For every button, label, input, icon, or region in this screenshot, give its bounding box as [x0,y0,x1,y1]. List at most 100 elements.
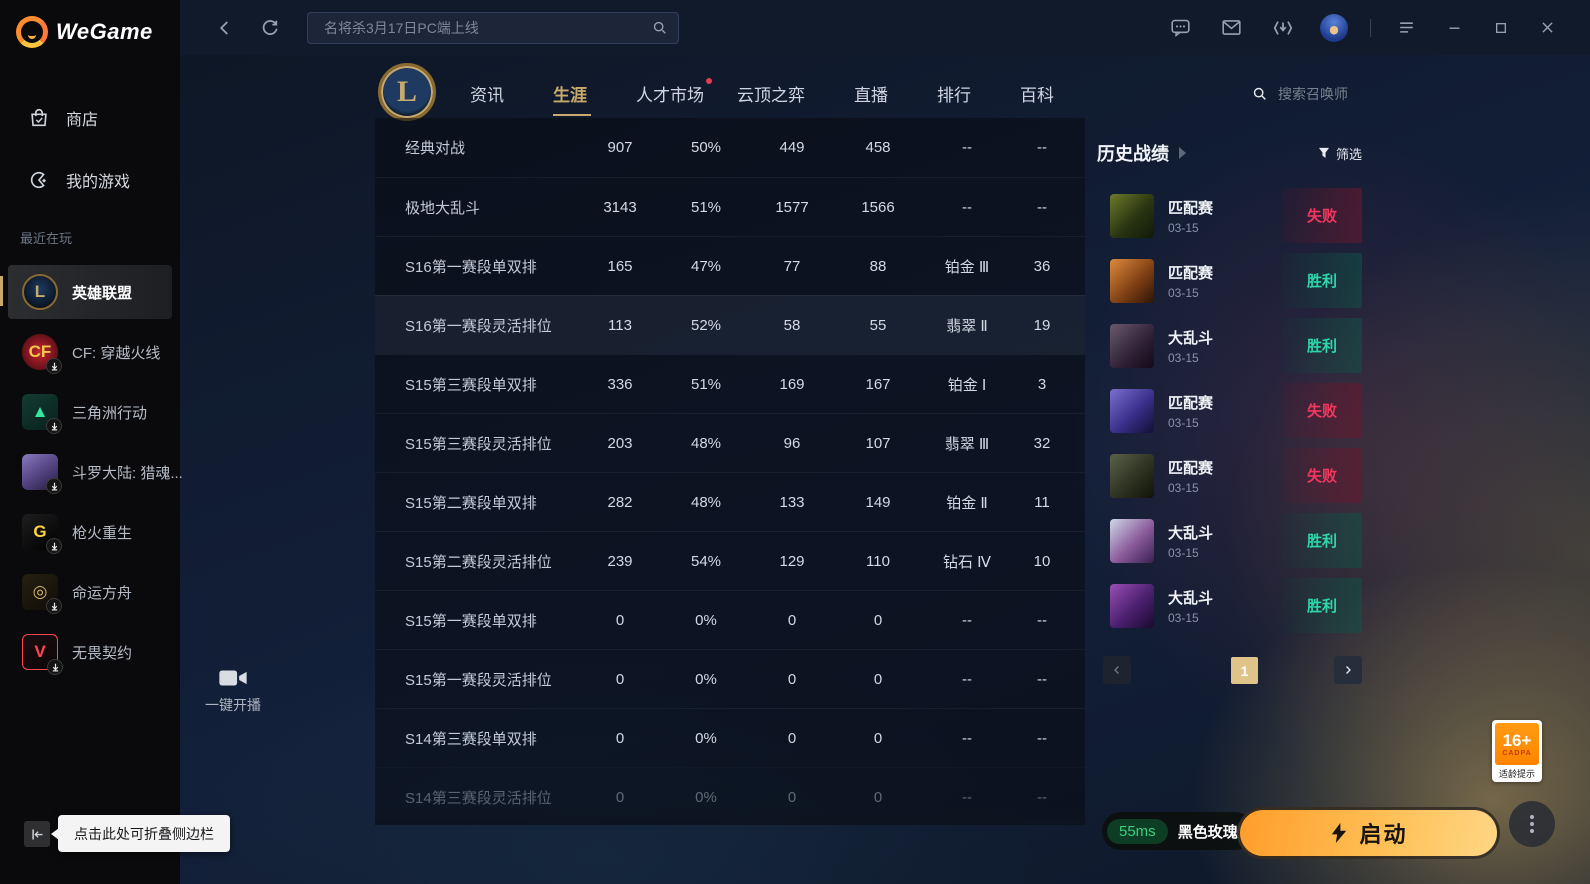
match-row[interactable]: 匹配赛 03-15 失败 [1097,443,1362,508]
nav-tab[interactable]: 百科 [1020,81,1070,110]
match-row[interactable]: 匹配赛 03-15 失败 [1097,378,1362,443]
wins: 133 [779,493,805,511]
game-icon: ▲ [22,394,62,434]
lol-logo-icon[interactable]: L [378,63,436,121]
sidebar-game-item[interactable]: V 无畏契约 [0,622,180,682]
stats-row[interactable]: S16第一赛段单双排 165 47% 77 88 铂金 Ⅲ 36 [375,236,1085,295]
match-info: 匹配赛 03-15 [1168,197,1213,235]
mail-icon [1222,20,1241,35]
rank-tier: 铂金 Ⅱ [946,494,988,512]
launch-game-button[interactable]: 启动 [1237,807,1500,859]
global-search-box[interactable] [307,11,679,44]
broadcast-button[interactable]: 一键开播 [192,667,274,715]
win-rate: 52% [690,316,722,334]
wins: 169 [779,375,805,393]
stats-row[interactable]: 极地大乱斗 3143 51% 1577 1566 -- -- [375,177,1085,236]
summoner-search[interactable] [1252,85,1386,103]
stats-row[interactable]: S14第三赛段单双排 0 0% 0 0 -- -- [375,708,1085,767]
age-rating-badge[interactable]: 16+ CADPA 适龄提示 [1492,720,1542,782]
wins: 77 [783,257,801,275]
summoner-search-input[interactable] [1276,85,1386,103]
wegame-logo[interactable]: WeGame [16,16,153,48]
filter-funnel-icon [1318,147,1330,158]
refresh-icon [262,20,278,35]
wegame-brand-text: WeGame [56,19,153,44]
sidebar-game-item[interactable]: CF CF: 穿越火线 [0,322,180,382]
sidebar-game-item[interactable]: 斗罗大陆: 猎魂... [0,442,183,502]
queue-name: S15第一赛段灵活排位 [405,671,552,689]
age-rating-label: 适龄提示 [1498,769,1535,779]
global-search-input[interactable] [322,18,652,37]
age-rating-value: 16+ [1502,730,1532,750]
prev-page-button[interactable] [1103,656,1131,684]
main-menu-button[interactable] [1393,14,1420,41]
stats-row[interactable]: S15第二赛段单双排 282 48% 133 149 铂金 Ⅱ 11 [375,472,1085,531]
nav-tab[interactable]: 云顶之弈 [737,81,821,110]
lightning-bolt-icon [1332,823,1347,843]
queue-name: S15第一赛段单双排 [405,612,537,630]
match-date: 03-15 [1168,480,1199,495]
match-row[interactable]: 大乱斗 03-15 胜利 [1097,313,1362,378]
filter-button[interactable]: 筛选 [1318,144,1362,163]
wegame-logo-icon [16,16,48,48]
stats-row[interactable]: S14第三赛段灵活排位 0 0% 0 0 -- -- [375,767,1085,826]
league-points: 10 [1033,552,1051,570]
page-number[interactable]: 1 [1231,657,1258,684]
store-label: 商店 [66,112,99,129]
chevron-right-icon[interactable] [1179,147,1186,159]
game-name: CF: 穿越火线 [72,344,161,362]
match-result-badge: 胜利 [1282,318,1362,373]
minimize-button[interactable] [1442,15,1467,40]
stats-row[interactable]: S15第三赛段单双排 336 51% 169 167 铂金 Ⅰ 3 [375,354,1085,413]
sidebar-item-my-games[interactable]: 我的游戏 [0,158,180,202]
nav-tab[interactable]: 资讯 [470,81,520,110]
server-selector[interactable]: 55ms 黑色玫瑰 [1102,812,1254,850]
sidebar-game-item[interactable]: L 英雄联盟 [0,262,180,322]
match-row[interactable]: 匹配赛 03-15 胜利 [1097,248,1362,313]
dot [1530,815,1534,819]
stats-row[interactable]: S15第一赛段单双排 0 0% 0 0 -- -- [375,590,1085,649]
nav-tab-label: 排行 [937,86,971,105]
user-avatar[interactable] [1320,13,1348,42]
nav-tab[interactable]: 人才市场 [636,78,712,110]
back-button[interactable] [212,15,238,41]
search-icon[interactable] [652,20,668,36]
close-button[interactable] [1535,15,1560,40]
maximize-button[interactable] [1489,16,1513,40]
match-date: 03-15 [1168,610,1199,625]
nav-tab[interactable]: 排行 [937,81,987,110]
league-points: -- [1037,670,1047,688]
recent-section-label: 最近在玩 [20,231,73,246]
sidebar-item-store[interactable]: 商店 [0,96,180,140]
stats-row[interactable]: S15第三赛段灵活排位 203 48% 96 107 翡翠 Ⅲ 32 [375,413,1085,472]
next-page-button[interactable] [1334,656,1362,684]
game-icon: L [22,274,58,310]
match-row[interactable]: 大乱斗 03-15 胜利 [1097,508,1362,573]
refresh-button[interactable] [256,14,283,41]
league-points: 19 [1033,316,1051,334]
match-row[interactable]: 大乱斗 03-15 胜利 [1097,573,1362,638]
titlebar [180,0,1590,55]
sidebar-game-item[interactable]: ▲ 三角洲行动 [0,382,180,442]
downloads-button[interactable] [1268,13,1298,43]
stats-row[interactable]: S15第一赛段灵活排位 0 0% 0 0 -- -- [375,649,1085,708]
collapse-sidebar-button[interactable] [24,821,50,847]
download-badge-icon [46,478,62,494]
collapse-tooltip: 点击此处可折叠侧边栏 [51,815,230,852]
stats-row[interactable]: S16第一赛段灵活排位 113 52% 58 55 翡翠 Ⅱ 19 [375,295,1085,354]
rank-tier: 翡翠 Ⅲ [944,435,990,453]
sidebar-game-item[interactable]: ◎ 命运方舟 [0,562,180,622]
stats-row[interactable]: 经典对战 907 50% 449 458 -- -- [375,118,1085,177]
league-points: -- [1037,198,1047,216]
win-rate: 51% [690,198,722,216]
match-row[interactable]: 匹配赛 03-15 失败 [1097,183,1362,248]
win-rate: 51% [690,375,722,393]
sidebar-game-item[interactable]: G 枪火重生 [0,502,180,562]
nav-tab-label: 云顶之弈 [737,86,805,105]
mail-button[interactable] [1217,13,1246,42]
nav-tab[interactable]: 直播 [854,81,904,110]
nav-tab[interactable]: 生涯 [553,81,603,116]
stats-row[interactable]: S15第二赛段灵活排位 239 54% 129 110 钻石 Ⅳ 10 [375,531,1085,590]
more-options-button[interactable] [1509,801,1555,847]
chat-button[interactable] [1166,13,1195,42]
